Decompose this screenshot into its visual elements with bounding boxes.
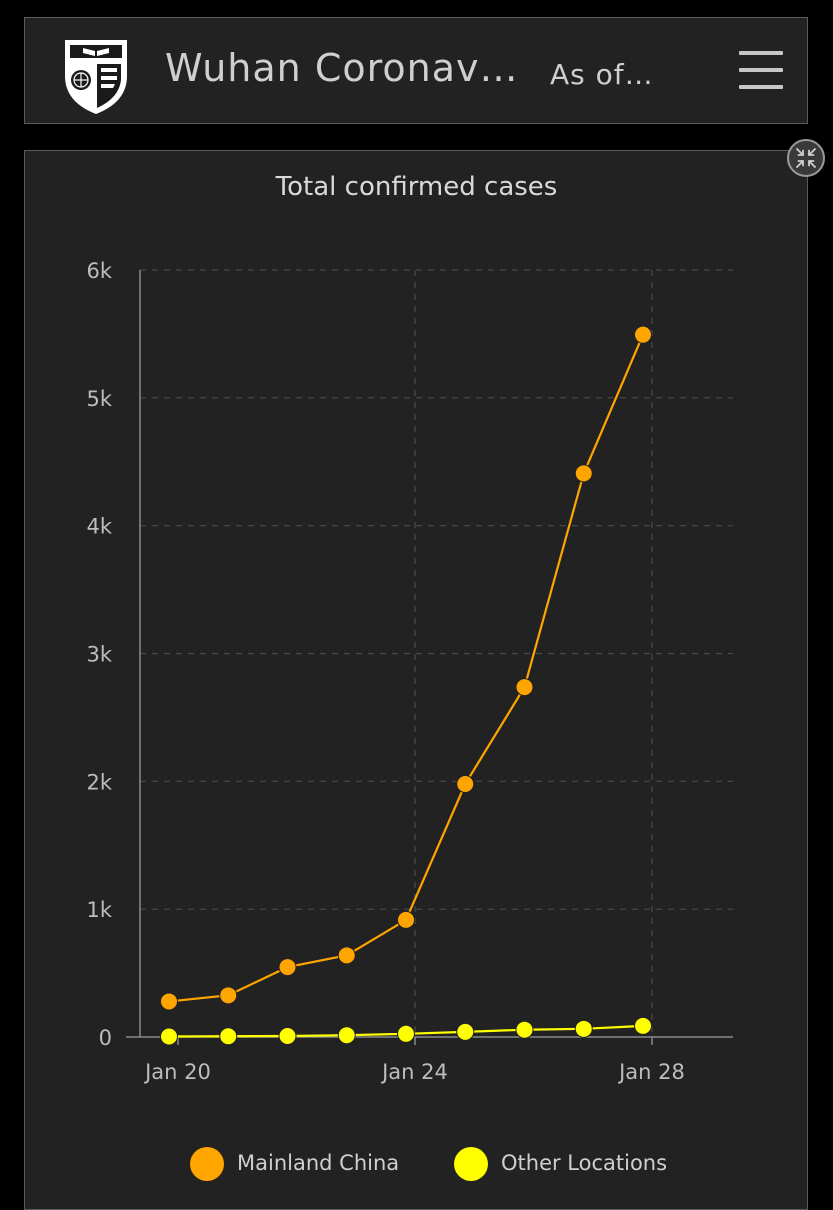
collapse-arrows-icon[interactable] bbox=[786, 138, 826, 178]
series-line-mainland-china bbox=[168, 334, 645, 1003]
chart-title: Total confirmed cases bbox=[275, 172, 558, 202]
data-point-mainland-china bbox=[456, 775, 475, 794]
as-of-label: As of… bbox=[550, 58, 654, 91]
y-tick-label: 2k bbox=[86, 770, 112, 794]
legend-marker-other-locations bbox=[454, 1147, 488, 1181]
data-point-other-locations bbox=[634, 1016, 652, 1035]
page-title: Wuhan Coronav… bbox=[165, 46, 519, 90]
data-point-mainland-china bbox=[634, 325, 652, 344]
chart-legend: Mainland China Other Locations bbox=[0, 1145, 833, 1185]
data-point-mainland-china bbox=[219, 986, 238, 1005]
data-point-other-locations bbox=[456, 1022, 475, 1041]
data-point-other-locations bbox=[160, 1027, 178, 1046]
university-shield-logo[interactable] bbox=[61, 36, 131, 116]
x-tick-label: Jan 28 bbox=[617, 1060, 685, 1084]
x-tick-label: Jan 24 bbox=[380, 1060, 448, 1084]
data-point-other-locations bbox=[397, 1024, 415, 1043]
y-tick-label: 3k bbox=[86, 643, 112, 667]
y-tick-label: 4k bbox=[86, 515, 112, 539]
legend-marker-mainland-china bbox=[190, 1147, 224, 1181]
data-point-mainland-china bbox=[397, 910, 415, 929]
data-point-mainland-china bbox=[337, 946, 356, 965]
data-point-other-locations bbox=[515, 1020, 534, 1039]
legend-label-other-locations: Other Locations bbox=[501, 1151, 668, 1175]
app-header: Wuhan Coronav… As of… bbox=[24, 17, 808, 124]
y-tick-label: 6k bbox=[86, 259, 112, 283]
data-point-mainland-china bbox=[574, 464, 593, 483]
x-tick-label: Jan 20 bbox=[143, 1060, 211, 1084]
data-point-mainland-china bbox=[160, 992, 178, 1011]
y-tick-label: 5k bbox=[86, 387, 112, 411]
y-tick-label: 1k bbox=[86, 898, 112, 922]
line-chart: 0 1k 2k 3k 4k 5k 6k Jan 20 Jan 24 Jan 28 bbox=[86, 259, 733, 1084]
data-point-other-locations bbox=[337, 1026, 356, 1045]
data-point-other-locations bbox=[219, 1027, 238, 1046]
y-tick-label: 0 bbox=[99, 1026, 112, 1050]
data-point-other-locations bbox=[278, 1026, 297, 1045]
legend-label-mainland-china: Mainland China bbox=[237, 1151, 400, 1175]
hamburger-menu-icon[interactable] bbox=[739, 51, 783, 91]
data-point-mainland-china bbox=[278, 958, 297, 977]
data-point-other-locations bbox=[574, 1019, 593, 1038]
data-point-mainland-china bbox=[515, 678, 534, 697]
